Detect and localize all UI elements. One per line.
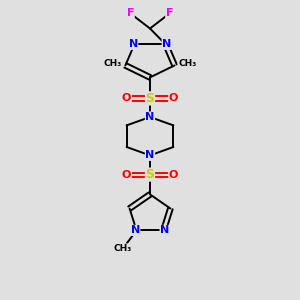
- Text: F: F: [166, 8, 173, 19]
- Text: CH₃: CH₃: [114, 244, 132, 253]
- Text: CH₃: CH₃: [104, 59, 122, 68]
- Text: O: O: [169, 93, 178, 103]
- Text: N: N: [160, 225, 169, 236]
- Text: O: O: [122, 93, 131, 103]
- Text: N: N: [129, 39, 138, 50]
- Text: O: O: [169, 169, 178, 180]
- Text: F: F: [127, 8, 134, 19]
- Text: S: S: [146, 168, 154, 181]
- Text: S: S: [146, 92, 154, 105]
- Text: CH₃: CH₃: [178, 59, 196, 68]
- Text: N: N: [146, 112, 154, 122]
- Text: O: O: [122, 169, 131, 180]
- Text: N: N: [131, 225, 140, 236]
- Text: N: N: [162, 39, 171, 50]
- Text: N: N: [146, 150, 154, 161]
